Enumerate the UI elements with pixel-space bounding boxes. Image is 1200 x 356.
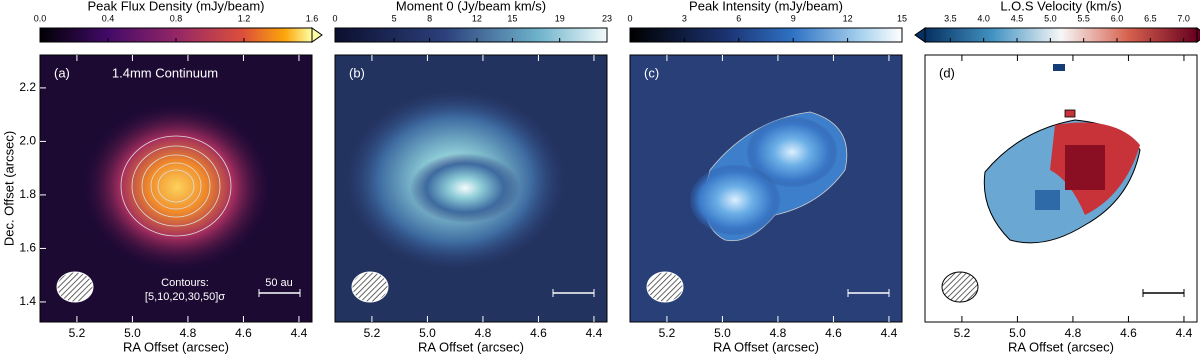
colorbar-tick-label: 1.6 [306, 13, 319, 23]
x-tick-label: 4.6 [235, 326, 252, 340]
colorbar-tick-label: 0.0 [34, 13, 47, 23]
colorbar-tick-label: 5.5 [1077, 13, 1090, 23]
colorbar-tick-label: 12 [843, 13, 853, 23]
velocity-field [1064, 109, 1076, 118]
x-axis-label: RA Offset (arcsec) [418, 339, 524, 354]
contour [157, 169, 195, 203]
x-tick-label: 5.0 [124, 326, 141, 340]
x-tick-label: 5.0 [1009, 326, 1026, 340]
x-tick-label: 4.8 [180, 326, 197, 340]
panel-label: (b) [349, 65, 365, 80]
colorbar-tick-label: 15 [507, 13, 517, 23]
y-tick-label: 1.8 [19, 187, 36, 201]
panel-label: (c) [644, 65, 659, 80]
colorbar [334, 27, 608, 43]
colorbar-tick-label: 5.0 [1044, 13, 1057, 23]
colorbar-label: Peak Intensity (mJy/beam) [689, 0, 843, 13]
beam [56, 271, 94, 303]
contour [150, 162, 202, 210]
annotation: 1.4mm Continuum [112, 65, 218, 80]
annotation: Contours: [161, 277, 209, 289]
colorbar-tick-label: 0 [332, 13, 337, 23]
velocity-field [1065, 145, 1105, 190]
contour [131, 145, 221, 227]
frame [39, 54, 313, 323]
colorbar-label: Peak Flux Density (mJy/beam) [88, 0, 265, 13]
colorbar-tick-label: 6.0 [1111, 13, 1124, 23]
frame [924, 54, 1198, 323]
frame [334, 54, 608, 323]
colorbar-tick-label: 3.5 [944, 13, 957, 23]
colorbar-tick-label: 1.2 [238, 13, 251, 23]
x-tick-label: 5.2 [954, 326, 971, 340]
colorbar-tick-label: 3 [682, 13, 687, 23]
colorbar-tick-label: 8 [427, 13, 432, 23]
x-tick-label: 5.2 [659, 326, 676, 340]
y-tick-label: 1.4 [19, 294, 36, 308]
velocity-field [1053, 64, 1065, 71]
x-tick-label: 4.4 [291, 326, 308, 340]
colorbar [924, 27, 1198, 43]
x-tick-label: 4.6 [1120, 326, 1137, 340]
colorbar-arrow [1196, 27, 1200, 43]
beam [941, 271, 979, 303]
x-tick-label: 4.4 [1176, 326, 1193, 340]
y-tick-label: 1.6 [19, 241, 36, 255]
emission [82, 102, 272, 272]
beam [646, 271, 684, 303]
x-tick-label: 5.2 [364, 326, 381, 340]
colorbar-label: Moment 0 (Jy/beam km/s) [396, 0, 546, 13]
x-tick-label: 4.8 [475, 326, 492, 340]
emission [690, 165, 780, 235]
x-axis-label: RA Offset (arcsec) [1008, 339, 1114, 354]
colorbar-tick-label: 4.5 [1011, 13, 1024, 23]
colorbar-label: L.O.S Velocity (km/s) [1000, 0, 1121, 13]
colorbar-tick-label: 4.0 [977, 13, 990, 23]
colorbar-tick-label: 7.0 [1177, 13, 1190, 23]
x-tick-label: 4.6 [530, 326, 547, 340]
x-tick-label: 4.8 [1065, 326, 1082, 340]
x-tick-label: 5.0 [419, 326, 436, 340]
y-axis-label: Dec. Offset (arcsec) [1, 131, 16, 246]
colorbar-tick-label: 9 [791, 13, 796, 23]
colorbar-tick-label: 23 [602, 13, 612, 23]
colorbar-tick-label: 0.8 [170, 13, 183, 23]
emission [410, 153, 520, 223]
contour [141, 154, 211, 218]
colorbar-tick-label: 5 [392, 13, 397, 23]
colorbar-tick-label: 0.4 [102, 13, 115, 23]
x-tick-label: 4.4 [881, 326, 898, 340]
x-tick-label: 4.8 [770, 326, 787, 340]
velocity-field [1035, 190, 1060, 210]
annotation: 50 au [265, 277, 293, 289]
emission [747, 117, 837, 187]
colorbar [629, 27, 903, 43]
contour [120, 135, 232, 237]
x-tick-label: 5.0 [714, 326, 731, 340]
colorbar-tick-label: 6.5 [1144, 13, 1157, 23]
y-tick-label: 2.0 [19, 134, 36, 148]
x-axis-label: RA Offset (arcsec) [123, 339, 229, 354]
x-tick-label: 4.4 [586, 326, 603, 340]
x-tick-label: 5.2 [69, 326, 86, 340]
frame [629, 54, 903, 323]
colorbar-tick-label: 6 [736, 13, 741, 23]
colorbar-tick-label: 15 [897, 13, 907, 23]
annotation: [5,10,20,30,50]σ [145, 291, 225, 303]
x-axis-label: RA Offset (arcsec) [713, 339, 819, 354]
colorbar-arrow [914, 27, 926, 43]
beam [351, 271, 389, 303]
colorbar-tick-label: 12 [472, 13, 482, 23]
x-tick-label: 4.6 [825, 326, 842, 340]
colorbar-arrow [311, 27, 323, 43]
panel-label: (a) [54, 65, 70, 80]
colorbar-tick-label: 0 [627, 13, 632, 23]
panel-label: (d) [939, 65, 955, 80]
colorbar-tick-label: 19 [555, 13, 565, 23]
y-tick-label: 2.2 [19, 80, 36, 94]
